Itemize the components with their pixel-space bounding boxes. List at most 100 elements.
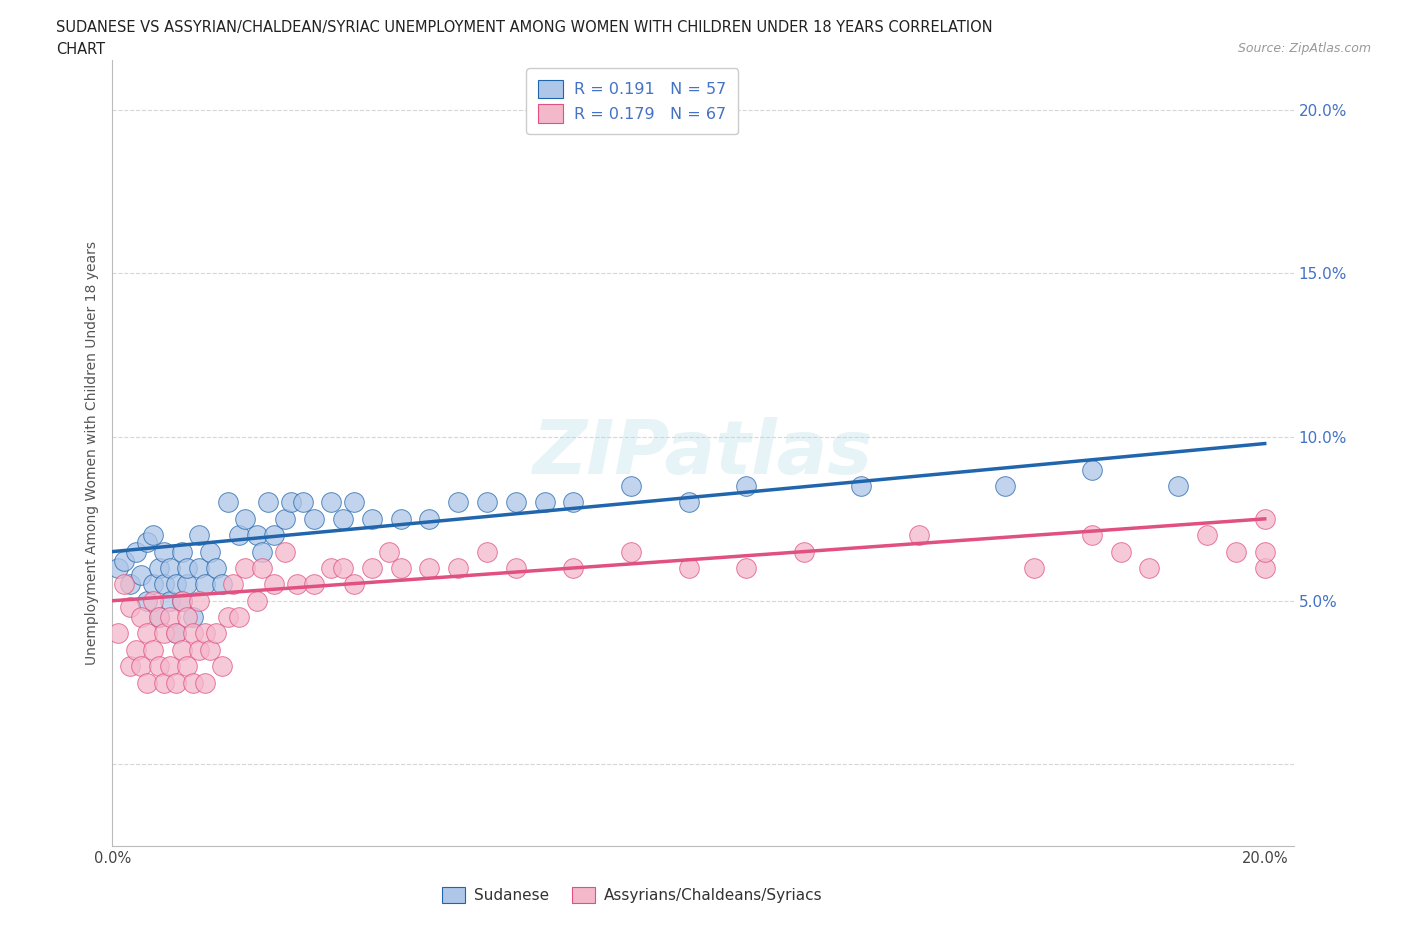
Point <box>285 577 308 591</box>
Point <box>418 561 440 576</box>
Point <box>1139 561 1161 576</box>
Point <box>343 577 366 591</box>
Point <box>735 561 758 576</box>
Point <box>217 610 239 625</box>
Point <box>205 626 228 641</box>
Point <box>678 561 700 576</box>
Point <box>187 643 209 658</box>
Point <box>447 495 470 510</box>
Point <box>280 495 302 510</box>
Point <box>1254 512 1277 526</box>
Point <box>233 512 256 526</box>
Point <box>194 675 217 690</box>
Point <box>170 593 193 608</box>
Point <box>505 495 527 510</box>
Text: Source: ZipAtlas.com: Source: ZipAtlas.com <box>1237 42 1371 55</box>
Point <box>274 544 297 559</box>
Point <box>142 528 165 543</box>
Point <box>1197 528 1219 543</box>
Point <box>159 561 181 576</box>
Point <box>1081 462 1104 477</box>
Point <box>107 626 129 641</box>
Point <box>165 626 187 641</box>
Point <box>1254 544 1277 559</box>
Point <box>233 561 256 576</box>
Point <box>118 658 141 673</box>
Point <box>170 593 193 608</box>
Point <box>124 643 146 658</box>
Point <box>136 675 159 690</box>
Point <box>181 626 204 641</box>
Point <box>142 577 165 591</box>
Point <box>274 512 297 526</box>
Point <box>245 593 267 608</box>
Y-axis label: Unemployment Among Women with Children Under 18 years: Unemployment Among Women with Children U… <box>86 242 100 665</box>
Point <box>129 567 152 582</box>
Point <box>222 577 245 591</box>
Point <box>620 544 643 559</box>
Point <box>176 610 198 625</box>
Point <box>142 593 165 608</box>
Point <box>418 512 440 526</box>
Point <box>170 643 193 658</box>
Point <box>851 479 873 494</box>
Point <box>447 561 470 576</box>
Point <box>378 544 401 559</box>
Point <box>159 658 181 673</box>
Point <box>1225 544 1247 559</box>
Point <box>159 593 181 608</box>
Point <box>245 528 267 543</box>
Point <box>620 479 643 494</box>
Point <box>118 600 141 615</box>
Point <box>994 479 1017 494</box>
Point <box>181 675 204 690</box>
Point <box>389 561 412 576</box>
Point <box>562 561 585 576</box>
Point <box>1254 561 1277 576</box>
Point <box>165 675 187 690</box>
Legend: Sudanese, Assyrians/Chaldeans/Syriacs: Sudanese, Assyrians/Chaldeans/Syriacs <box>436 882 828 910</box>
Point <box>205 561 228 576</box>
Point <box>1167 479 1189 494</box>
Point <box>124 544 146 559</box>
Point <box>343 495 366 510</box>
Point <box>153 675 176 690</box>
Text: CHART: CHART <box>56 42 105 57</box>
Point <box>211 577 233 591</box>
Point <box>165 626 187 641</box>
Point <box>360 561 382 576</box>
Point <box>129 610 152 625</box>
Point <box>1081 528 1104 543</box>
Point <box>735 479 758 494</box>
Point <box>533 495 555 510</box>
Point <box>159 610 181 625</box>
Point <box>170 544 193 559</box>
Point <box>217 495 239 510</box>
Text: ZIPatlas: ZIPatlas <box>533 417 873 490</box>
Point <box>148 610 170 625</box>
Point <box>176 658 198 673</box>
Point <box>112 554 135 569</box>
Point <box>1109 544 1132 559</box>
Point <box>176 561 198 576</box>
Point <box>291 495 314 510</box>
Point <box>153 626 176 641</box>
Point <box>332 561 354 576</box>
Point <box>165 577 187 591</box>
Point <box>176 577 198 591</box>
Point <box>475 544 498 559</box>
Point <box>148 561 170 576</box>
Point <box>793 544 815 559</box>
Point <box>475 495 498 510</box>
Point <box>112 577 135 591</box>
Point <box>118 577 141 591</box>
Point <box>136 626 159 641</box>
Point <box>200 544 222 559</box>
Point <box>148 610 170 625</box>
Point <box>908 528 931 543</box>
Point <box>136 535 159 550</box>
Point <box>302 512 325 526</box>
Point <box>302 577 325 591</box>
Point <box>153 544 176 559</box>
Point <box>228 528 250 543</box>
